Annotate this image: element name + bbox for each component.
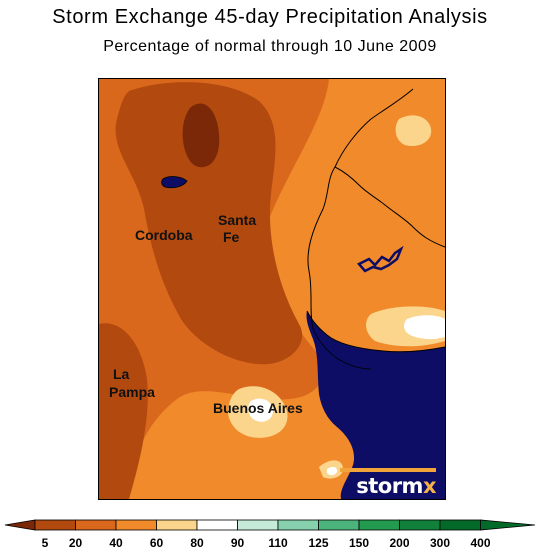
logo-wordmark: stormx (340, 474, 436, 498)
map-water-lake-west (161, 176, 188, 189)
map-border-uruguay (307, 166, 445, 330)
legend-tick-label: 80 (190, 536, 204, 550)
legend-tick-label: 110 (268, 536, 288, 550)
map-zone-90-110-buenos-aires (248, 398, 273, 422)
color-legend: 5 20 40 60 80 90 110 125 150 200 300 400 (0, 516, 540, 553)
map-coastline (306, 310, 445, 353)
stormx-logo: stormx (340, 468, 437, 498)
logo-bar (340, 468, 436, 472)
legend-tick-label: 90 (231, 536, 245, 550)
legend-tick-label: 60 (150, 536, 164, 550)
label-santa-fe-line-1: Santa (218, 212, 257, 228)
label-la-pampa-line-1: La (113, 366, 130, 382)
map-water-reservoir-east (357, 245, 404, 273)
legend-tick-label: 125 (308, 536, 328, 550)
precipitation-map: Cordoba Santa Fe La Pampa Buenos Aires (98, 78, 446, 500)
map-zone-5-20 (182, 103, 220, 168)
legend-tick-label: 5 (42, 536, 49, 550)
map-subtitle: Percentage of normal through 10 June 200… (103, 38, 437, 55)
map-zone-90-110-east (404, 315, 445, 340)
logo-word-x: x (422, 474, 437, 498)
legend-bin (115, 519, 157, 531)
legend-bar: 5 20 40 60 80 90 110 125 150 200 300 400 (4, 519, 536, 550)
legend-tick-label: 20 (69, 536, 83, 550)
map-title: Storm Exchange 45-day Precipitation Anal… (52, 6, 488, 28)
legend-bin (237, 519, 279, 531)
map-river-parana (312, 328, 372, 370)
label-cordoba: Cordoba (135, 227, 193, 243)
legend-arrow-high (480, 519, 536, 531)
legend-bin (196, 519, 238, 531)
map-border-brazil (334, 88, 414, 168)
legend-bin (156, 519, 198, 531)
legend-tick-label: 400 (470, 536, 490, 550)
legend-tick-label: 300 (430, 536, 450, 550)
map-zone-20-40 (115, 82, 303, 365)
label-buenos-aires: Buenos Aires (213, 400, 303, 416)
map-zone-20-40-west (99, 323, 148, 499)
label-santa-fe-line-2: Fe (223, 229, 240, 245)
legend-tick-label: 150 (349, 536, 369, 550)
legend-bin (75, 519, 117, 531)
legend-bin (34, 519, 76, 531)
legend-arrow-low (4, 519, 36, 531)
label-la-pampa-line-2: Pampa (109, 384, 155, 400)
map-zone-90-110-coast (327, 466, 338, 476)
logo-word-main: storm (356, 474, 423, 498)
legend-tick-label: 200 (389, 536, 409, 550)
legend-bin (318, 519, 360, 531)
legend-tick-label: 40 (109, 536, 123, 550)
legend-bin (439, 519, 481, 531)
legend-bin (358, 519, 400, 531)
legend-bin (399, 519, 441, 531)
map-water-rio-de-la-plata (306, 311, 445, 499)
legend-bin (277, 519, 319, 531)
map-zone-80-90-north (395, 115, 432, 147)
